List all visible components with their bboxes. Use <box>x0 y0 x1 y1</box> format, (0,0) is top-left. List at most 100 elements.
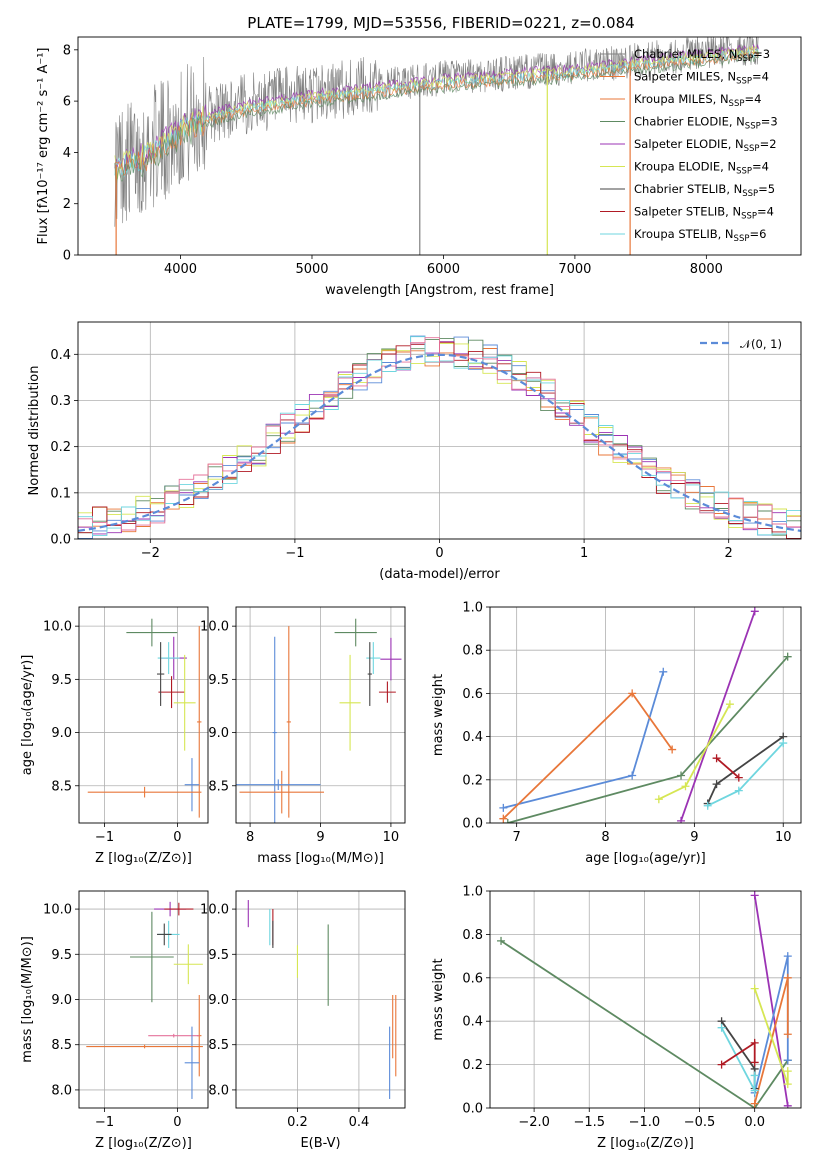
y-axis-label: Normed distribution <box>27 366 42 496</box>
y-tick-label: 0.8 <box>462 928 483 943</box>
legend-subscript: SSP <box>737 54 753 64</box>
legend-entry: Kroupa MILES, NSSP=4 <box>634 92 761 109</box>
x-axis-label: Z [log₁₀(Z/Z⊙)] <box>95 1136 192 1151</box>
y-tick-label: 9.5 <box>51 673 72 688</box>
errorbar-point <box>86 1044 203 1049</box>
errorbar-point <box>164 902 194 916</box>
y-tick-label: 8.5 <box>51 779 72 794</box>
weight-line <box>720 1027 756 1092</box>
legend-suffix: =3 <box>753 47 770 61</box>
x-tick-label: 0.0 <box>744 1115 765 1130</box>
weight-marker <box>783 973 792 982</box>
weight-marker <box>750 1038 759 1047</box>
x-axis-label: age [log₁₀(age/yr)] <box>585 851 706 866</box>
x-tick-label: 8000 <box>690 262 723 277</box>
x-tick-label: 1 <box>580 546 588 561</box>
weight-series <box>654 700 734 804</box>
weight-marker <box>499 803 508 812</box>
legend-suffix: =5 <box>758 182 775 196</box>
weight-marker <box>628 771 637 780</box>
y-tick-label: 9.5 <box>208 948 229 963</box>
x-tick-label: 4000 <box>164 262 197 277</box>
y-tick-label: 0.3 <box>50 394 71 409</box>
errorbar-point <box>158 676 185 709</box>
errorbar-point <box>184 1026 200 1099</box>
mass-vs-Z-plot-area <box>79 891 208 1108</box>
legend-subscript: SSP <box>745 122 761 132</box>
massweight-vs-age-panel: 7 8 9 10 0.0 0.2 0.4 0.6 0.8 1.0 age [log₁₀(age/yr… <box>431 601 802 866</box>
y-tick-label: 9.0 <box>51 726 72 741</box>
legend-suffix: =4 <box>752 70 769 84</box>
legend-entry: Kroupa ELODIE, NSSP=4 <box>634 160 769 177</box>
x-tick-label: 7 <box>513 830 521 845</box>
weight-series <box>750 973 792 1108</box>
y-axis-label: Flux [fλ10⁻¹⁷ erg cm⁻² s⁻¹ A⁻¹] <box>36 48 51 245</box>
weight-series <box>717 1038 759 1069</box>
y-tick-label: 4 <box>63 146 71 161</box>
errorbar-point <box>367 642 372 706</box>
y-tick-label: 0.0 <box>462 817 483 832</box>
weight-marker <box>783 1056 792 1065</box>
errorbar-point <box>157 642 180 675</box>
errorbar-point <box>272 636 277 823</box>
y-tick-label: 8.5 <box>51 1038 72 1053</box>
weight-series <box>499 689 677 823</box>
legend-subscript: SSP <box>742 189 758 199</box>
y-tick-label: 0.4 <box>50 348 71 363</box>
y-axis-label: mass [log₁₀(M/M⊙)] <box>20 936 35 1063</box>
weight-series <box>712 754 743 782</box>
weight-series <box>750 984 792 1089</box>
y-tick-label: 0.0 <box>50 533 71 548</box>
x-tick-label: 0 <box>435 546 443 561</box>
legend-entry: 𝒩(0, 1) <box>740 337 782 351</box>
weight-marker <box>750 984 759 993</box>
weight-marker <box>750 1058 759 1067</box>
y-tick-label: 1.0 <box>462 885 483 900</box>
y-tick-label: 9.0 <box>51 993 72 1008</box>
legend-subscript: SSP <box>729 99 745 109</box>
x-axis-label: Z [log₁₀(Z/Z⊙)] <box>95 851 192 866</box>
x-tick-label: 0 <box>173 1115 181 1130</box>
errorbar-point <box>130 911 174 1003</box>
legend-subscript: SSP <box>736 167 752 177</box>
errorbar-point <box>184 758 200 812</box>
legend-subscript: SSP <box>741 212 757 222</box>
weight-marker <box>783 1067 792 1076</box>
x-tick-label: 0.4 <box>349 1115 370 1130</box>
weight-series <box>703 732 788 808</box>
y-tick-label: 8.5 <box>208 779 229 794</box>
legend-entry: Chabrier ELODIE, NSSP=3 <box>634 115 778 132</box>
weight-marker <box>783 1101 792 1108</box>
legend-entry: Kroupa STELIB, NSSP=6 <box>634 227 766 244</box>
weight-marker <box>750 1071 759 1080</box>
weight-marker <box>677 816 686 823</box>
gaussian-reference-curve <box>78 353 801 532</box>
legend-suffix: =4 <box>757 205 774 219</box>
y-tick-label: 2 <box>63 197 71 212</box>
y-tick-label: 0.2 <box>462 1058 483 1073</box>
x-tick-label: −2 <box>141 546 160 561</box>
x-axis-label: wavelength [Angstrom, rest frame] <box>325 283 554 298</box>
x-tick-label: −1 <box>95 830 114 845</box>
y-tick-label: 6 <box>63 95 71 110</box>
weight-marker <box>779 739 788 748</box>
y-tick-label: 0 <box>63 249 71 264</box>
legend-suffix: =6 <box>749 227 766 241</box>
weight-series <box>703 739 788 810</box>
x-tick-label: 5000 <box>295 262 328 277</box>
weight-marker <box>628 689 637 698</box>
x-tick-label: 10 <box>775 830 792 845</box>
errorbar-point <box>173 944 203 985</box>
weight-line <box>707 742 784 807</box>
weight-marker <box>503 819 512 823</box>
figure-title: PLATE=1799, MJD=53556, FIBERID=0221, z=0… <box>247 14 634 32</box>
y-tick-label: 9.5 <box>208 673 229 688</box>
y-tick-label: 8.0 <box>208 1083 229 1098</box>
legend-entry: Chabrier STELIB, NSSP=5 <box>634 182 775 199</box>
weight-marker <box>783 1030 792 1039</box>
y-tick-label: 8 <box>63 43 71 58</box>
y-tick-label: 0.2 <box>462 773 483 788</box>
weight-line <box>720 1020 756 1089</box>
